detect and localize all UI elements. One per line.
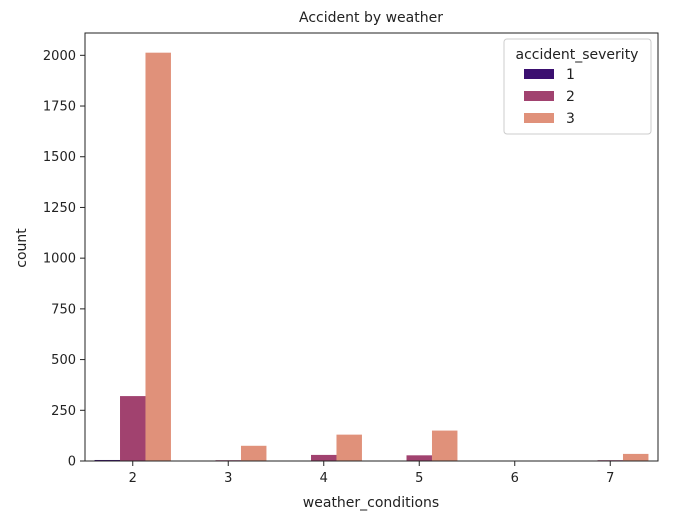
x-tick-label: 3 xyxy=(224,471,232,486)
x-tick-label: 7 xyxy=(606,471,614,486)
x-tick-label: 2 xyxy=(129,471,137,486)
legend-label-1: 1 xyxy=(566,67,575,83)
x-tick-label: 5 xyxy=(415,471,423,486)
y-tick-label: 250 xyxy=(51,404,76,419)
legend-swatch-1 xyxy=(524,69,554,79)
legend-title: accident_severity xyxy=(516,47,639,63)
x-tick-label: 6 xyxy=(511,471,519,486)
y-tick-label: 2000 xyxy=(43,49,76,64)
legend-swatch-3 xyxy=(524,113,554,123)
bar-1-2 xyxy=(94,459,121,461)
y-axis-title: count xyxy=(14,228,30,268)
bar-3-2 xyxy=(145,52,171,461)
bar-3-7 xyxy=(622,453,649,461)
chart-title: Accident by weather xyxy=(299,10,443,26)
axes: 0 250 500 750 1000 1250 1500 1750 2000 2 3 4 5 6 7 xyxy=(43,32,659,486)
y-tick-label: 1750 xyxy=(43,100,76,115)
bar-2-2 xyxy=(120,396,146,461)
x-tick-label: 4 xyxy=(320,471,328,486)
bar-3-5 xyxy=(431,430,458,461)
y-tick-label: 1250 xyxy=(43,201,76,216)
y-tick-label: 1500 xyxy=(43,150,76,165)
bar-2-5 xyxy=(406,455,432,461)
x-axis-title: weather_conditions xyxy=(303,495,439,511)
legend-label-2: 2 xyxy=(566,89,575,105)
legend-label-3: 3 xyxy=(566,111,575,127)
y-tick-label: 0 xyxy=(68,455,76,470)
bar-3-3 xyxy=(240,445,267,461)
y-tick-label: 500 xyxy=(51,353,76,368)
plot-frame xyxy=(84,32,659,462)
bars xyxy=(94,52,649,461)
y-tick-label: 1000 xyxy=(43,252,76,267)
bar-2-4 xyxy=(311,454,337,461)
bar-3-4 xyxy=(336,434,362,461)
legend-swatch-2 xyxy=(524,91,554,101)
legend: accident_severity 1 2 3 xyxy=(503,38,652,135)
y-tick-label: 750 xyxy=(51,302,76,317)
legend-box xyxy=(503,38,652,135)
